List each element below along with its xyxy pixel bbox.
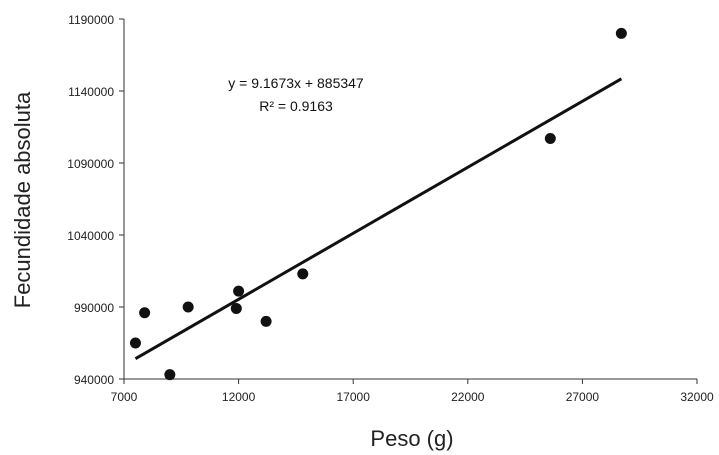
y-tick-label: 1090000 (67, 157, 114, 171)
data-point (129, 337, 141, 349)
data-point (544, 133, 556, 145)
trendline-layer (134, 77, 623, 360)
trendline (134, 77, 623, 360)
data-point (615, 27, 627, 39)
data-point (233, 285, 245, 297)
y-axis-ticks: 940000 990000 1040000 1090000 1140000 1190000 (67, 13, 124, 387)
y-axis-title: Fecundidade absoluta (10, 91, 35, 308)
data-point (139, 307, 151, 319)
data-point (230, 302, 242, 314)
x-tick-label: 22000 (451, 390, 485, 404)
x-tick-label: 27000 (566, 390, 600, 404)
x-tick-label: 12000 (222, 390, 256, 404)
y-tick-label: 1040000 (67, 229, 114, 243)
y-tick-label: 1140000 (68, 85, 114, 99)
trendline-equation: y = 9.1673x + 885347 (228, 75, 364, 91)
y-tick-label: 940000 (74, 373, 114, 387)
x-tick-label: 7000 (111, 390, 138, 404)
x-tick-label: 17000 (337, 390, 371, 404)
data-point (297, 268, 309, 280)
x-axis-ticks: 7000 12000 17000 22000 27000 32000 (111, 379, 714, 404)
data-point (164, 369, 176, 381)
x-axis-title: Peso (g) (370, 426, 453, 451)
plot-area (123, 19, 697, 380)
data-points (129, 27, 627, 381)
x-tick-label: 32000 (680, 390, 714, 404)
y-tick-label: 1190000 (68, 13, 114, 27)
y-tick-label: 990000 (74, 301, 114, 315)
data-point (182, 301, 194, 313)
r-squared-label: R² = 0.9163 (259, 98, 333, 114)
data-point (260, 315, 272, 327)
